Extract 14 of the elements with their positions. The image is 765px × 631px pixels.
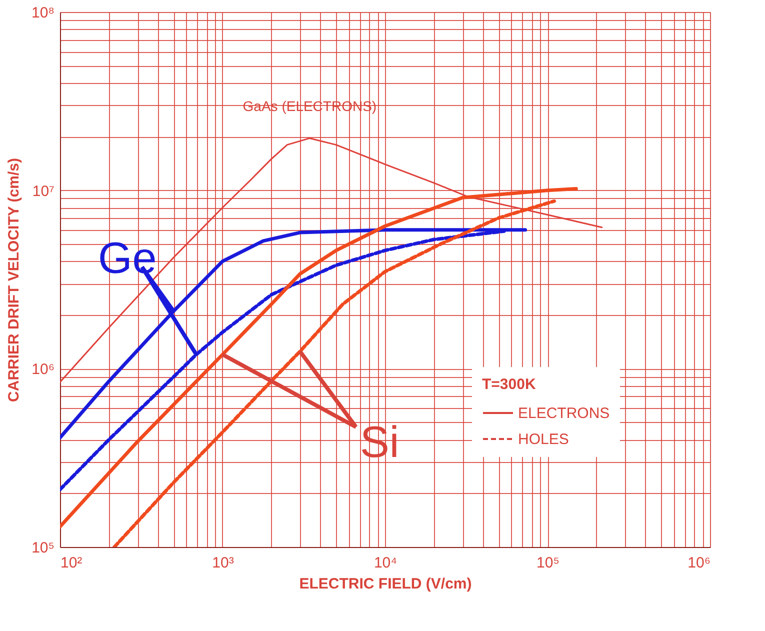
- annotation: ELECTRONS: [518, 405, 610, 422]
- x-tick-label: 10²: [60, 554, 82, 572]
- y-tick-label: 10⁸: [31, 4, 54, 22]
- y-tick-label: 10⁷: [32, 182, 54, 200]
- y-tick-label: 10⁶: [32, 361, 54, 378]
- x-tick-label: 10⁶: [688, 554, 710, 572]
- y-tick-label: 10⁵: [32, 540, 54, 556]
- x-tick-label: 10³: [212, 554, 234, 572]
- x-tick-label: 10⁴: [374, 554, 398, 572]
- annotation: HOLES: [518, 431, 569, 448]
- legend-title: T=300K: [482, 376, 536, 393]
- x-axis-title: ELECTRIC FIELD (V/cm): [299, 576, 472, 592]
- y-axis-title: CARRIER DRIFT VELOCITY (cm/s): [5, 158, 22, 402]
- x-tick-label: 10⁵: [536, 554, 560, 572]
